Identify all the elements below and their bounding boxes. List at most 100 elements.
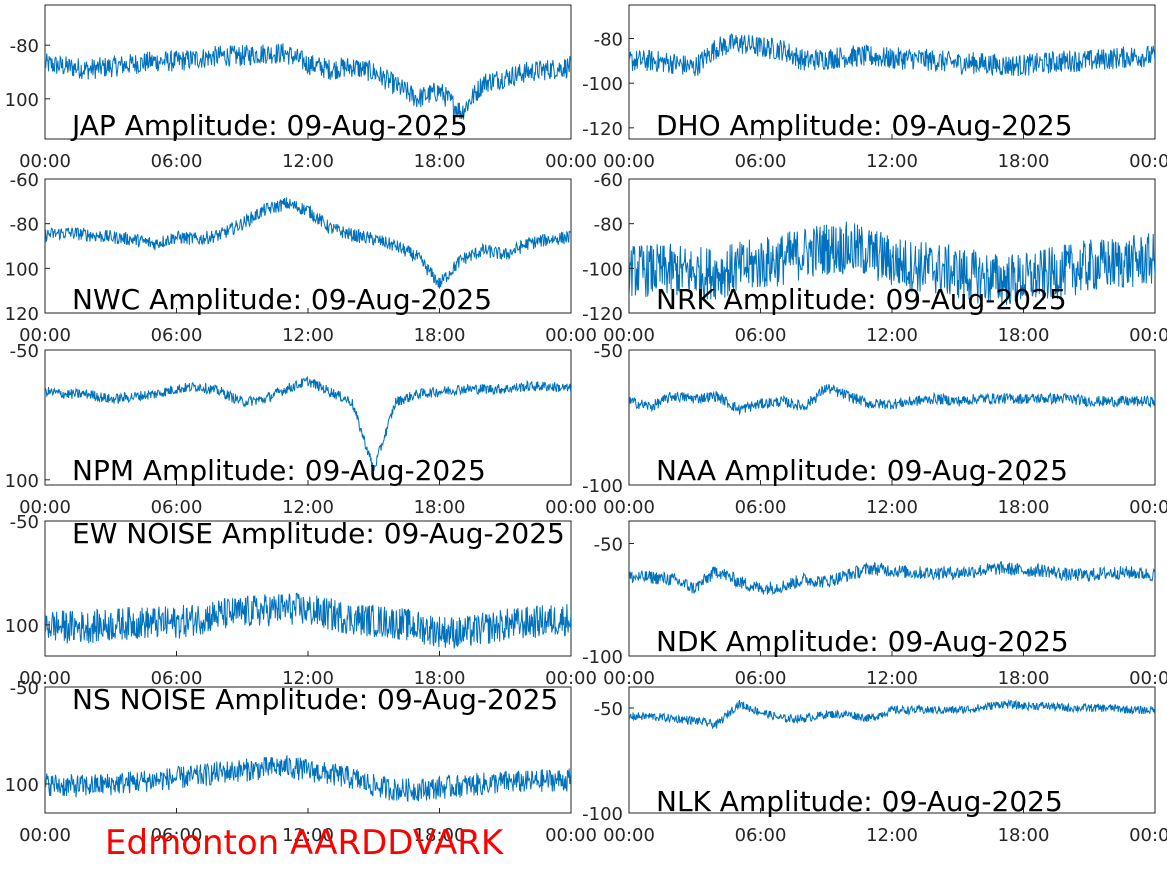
x-tick-label: 18:00 [998, 497, 1050, 518]
x-tick-label: 18:00 [998, 325, 1050, 346]
panel-title-ndk: NDK Amplitude: 09-Aug-2025 [656, 625, 1069, 658]
series-line-npm [45, 375, 571, 472]
x-tick-label: 18:00 [414, 497, 466, 518]
series-line-ew-noise [45, 592, 571, 649]
x-tick-label: 00:00 [545, 151, 597, 172]
x-tick-label: 06:00 [735, 825, 787, 846]
y-tick-label: -100 [582, 476, 623, 497]
x-tick-label: 00:00 [19, 497, 71, 518]
panel-title-naa: NAA Amplitude: 09-Aug-2025 [656, 454, 1068, 487]
y-tick-label: 100 [5, 775, 39, 796]
y-tick-label: -50 [594, 535, 623, 556]
x-tick-label: 12:00 [282, 668, 334, 689]
x-tick-label: 00:00 [19, 825, 71, 846]
x-tick-label: 06:00 [151, 825, 203, 846]
x-tick-label: 18:00 [414, 825, 466, 846]
y-tick-label: 100 [5, 616, 39, 637]
x-tick-label: 00:00 [545, 825, 597, 846]
x-tick-label: 06:00 [151, 497, 203, 518]
y-tick-label: -50 [10, 678, 39, 699]
x-tick-label: 06:00 [735, 668, 787, 689]
series-line-nwc [45, 197, 571, 289]
x-tick-label: 00:00 [1129, 151, 1167, 172]
series-line-nlk [629, 698, 1155, 730]
y-tick-label: -60 [10, 170, 39, 191]
series-line-dho [629, 33, 1155, 77]
x-tick-label: 00:00 [19, 151, 71, 172]
y-tick-label: -100 [582, 804, 623, 825]
panel-title-ew-noise: EW NOISE Amplitude: 09-Aug-2025 [72, 517, 565, 550]
panel-jap: -80 100 00:00 06:00 12:00 18:00 00:00 JAP Ampli… [5, 4, 597, 172]
x-tick-label: 18:00 [998, 668, 1050, 689]
panel-title-nrk: NRK Amplitude: 09-Aug-2025 [656, 283, 1067, 316]
y-tick-label: -80 [10, 36, 39, 57]
y-tick-label: -50 [594, 699, 623, 720]
x-tick-label: 00:00 [1129, 497, 1167, 518]
y-tick-label: -100 [582, 647, 623, 668]
plot-frame [628, 4, 1156, 140]
x-tick-label: 12:00 [866, 497, 918, 518]
y-tick-label: -50 [10, 341, 39, 362]
plot-frame [44, 520, 572, 657]
x-tick-label: 00:00 [603, 668, 655, 689]
x-tick-label: 00:00 [603, 825, 655, 846]
x-tick-label: 18:00 [414, 151, 466, 172]
panel-title-ns-noise: NS NOISE Amplitude: 09-Aug-2025 [72, 683, 558, 716]
panel-title-jap: JAP Amplitude: 09-Aug-2025 [70, 109, 468, 142]
panel-ns-noise: -50 100 00:00 06:00 12:00 18:00 00:00 NS NOISE … [5, 678, 597, 846]
x-tick-label: 00:00 [603, 497, 655, 518]
x-tick-label: 00:00 [545, 668, 597, 689]
x-tick-label: 06:00 [151, 325, 203, 346]
x-tick-label: 00:00 [1129, 825, 1167, 846]
y-tick-label: -120 [582, 119, 623, 140]
y-tick-label: 100 [5, 90, 39, 111]
x-tick-label: 12:00 [866, 825, 918, 846]
plot-frame [44, 686, 572, 814]
panel-title-nwc: NWC Amplitude: 09-Aug-2025 [72, 283, 492, 316]
x-tick-label: 00:00 [19, 668, 71, 689]
y-tick-label: -100 [582, 74, 623, 95]
x-tick-label: 18:00 [998, 825, 1050, 846]
panel-title-nlk: NLK Amplitude: 09-Aug-2025 [656, 785, 1063, 818]
x-tick-label: 06:00 [735, 497, 787, 518]
panel-dho: -80-100-12000:0006:0012:0018:0000:00DHO … [582, 4, 1167, 172]
series-line-nrk [629, 221, 1155, 305]
x-tick-label: 00:00 [545, 325, 597, 346]
y-tick-label: -80 [10, 215, 39, 236]
x-tick-label: 18:00 [414, 668, 466, 689]
x-tick-label: 00:00 [1129, 325, 1167, 346]
series-line-ns-noise [45, 755, 571, 803]
y-tick-label: 100 [5, 471, 39, 492]
footer-label: Edmonton AARDDVARK [105, 823, 505, 863]
y-tick-label: -50 [10, 512, 39, 533]
plot-frame [628, 520, 1156, 657]
x-tick-label: 00:00 [603, 151, 655, 172]
y-tick-label: -120 [582, 304, 623, 325]
panel-title-dho: DHO Amplitude: 09-Aug-2025 [656, 109, 1073, 142]
x-tick-label: 12:00 [866, 325, 918, 346]
y-tick-label: -80 [594, 215, 623, 236]
y-tick-label: -50 [594, 341, 623, 362]
plot-frame [628, 349, 1156, 486]
panel-ew-noise: -50 100 00:00 06:00 12:00 18:00 00:00 EW NOISE … [5, 512, 597, 689]
x-tick-label: 12:00 [282, 151, 334, 172]
x-tick-label: 12:00 [282, 325, 334, 346]
series-line-ndk [629, 560, 1155, 596]
y-tick-label: 120 [5, 304, 39, 325]
x-tick-label: 12:00 [866, 151, 918, 172]
x-tick-label: 18:00 [998, 151, 1050, 172]
panel-title-npm: NPM Amplitude: 09-Aug-2025 [72, 454, 486, 487]
plot-frame [44, 349, 572, 486]
x-tick-label: 00:00 [545, 497, 597, 518]
y-tick-label: -100 [582, 259, 623, 280]
y-tick-label: 100 [5, 259, 39, 280]
y-tick-label: -80 [594, 30, 623, 51]
x-tick-label: 06:00 [735, 325, 787, 346]
x-tick-label: 12:00 [866, 668, 918, 689]
